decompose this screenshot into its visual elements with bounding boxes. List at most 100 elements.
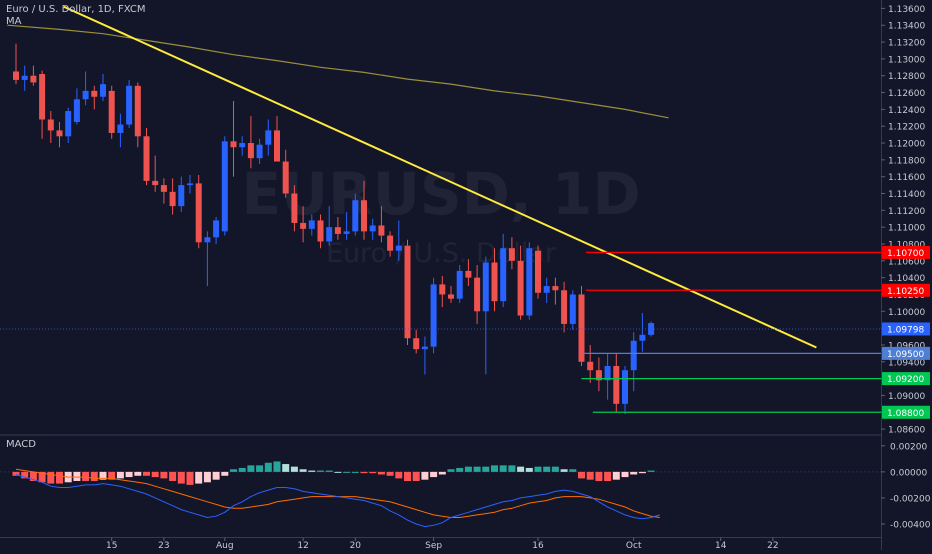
- time-tick-label: 20: [350, 541, 362, 550]
- price-tick-label: 1.11600: [888, 173, 925, 183]
- candle: [117, 113, 124, 148]
- macd-histogram-bar: [221, 471, 229, 476]
- candle-body: [456, 270, 463, 299]
- candle-body: [439, 284, 446, 295]
- macd-histogram-bar: [29, 471, 37, 481]
- time-axis[interactable]: 15 23 Aug 12 20 Sep 16 Oct 14 22: [106, 537, 779, 551]
- candle-body: [56, 130, 63, 137]
- level-price-label-text: 1.09200: [887, 375, 924, 385]
- candle-body: [143, 136, 150, 181]
- level-price-label-bg: [882, 283, 930, 297]
- candle: [13, 43, 19, 85]
- candle-body: [21, 75, 28, 80]
- price-tick-label: 1.13400: [888, 22, 925, 32]
- macd-histogram-bar: [351, 471, 359, 473]
- candle-body: [569, 294, 576, 324]
- moving-average: [7, 24, 669, 119]
- candle-body: [13, 71, 19, 80]
- macd-histogram: [12, 461, 655, 485]
- macd-histogram-bar: [247, 465, 255, 472]
- macd-histogram-bar: [56, 471, 63, 484]
- candle: [187, 175, 193, 194]
- candle-body: [317, 220, 324, 242]
- candle: [247, 116, 254, 169]
- macd-tick-label: 0.00200: [890, 442, 927, 452]
- candle-body: [561, 290, 568, 324]
- macd-histogram-bar: [456, 467, 464, 472]
- candle-body: [221, 141, 228, 232]
- price-tick-label: 1.10400: [888, 274, 925, 284]
- candle: [413, 329, 420, 354]
- candle: [361, 180, 367, 240]
- macd-histogram-bar: [21, 471, 29, 479]
- macd-histogram-bar: [334, 471, 342, 473]
- candle: [82, 71, 89, 106]
- time-tick-label: 22: [767, 541, 778, 550]
- macd-tick-label: -0.00400: [890, 520, 931, 530]
- macd-histogram-bar: [38, 471, 46, 483]
- level-price-label-text: 1.10250: [887, 287, 924, 297]
- macd-histogram-bar: [508, 465, 516, 472]
- macd-histogram-bar: [621, 471, 629, 478]
- macd-histogram-bar: [578, 471, 585, 479]
- last-price-label-bg: [882, 322, 930, 336]
- candle-body: [334, 227, 341, 234]
- macd-histogram-bar: [647, 470, 655, 472]
- macd-histogram-bar: [499, 465, 507, 472]
- candle-body: [343, 231, 350, 234]
- candle: [630, 332, 637, 392]
- macd-legend[interactable]: MACD: [6, 439, 36, 450]
- candle: [100, 74, 106, 101]
- candle-body: [47, 119, 54, 131]
- macd-histogram-bar: [430, 471, 438, 478]
- macd-histogram-bar: [195, 471, 203, 484]
- price-tick-label: 1.12200: [888, 123, 925, 133]
- ma-legend[interactable]: MA: [6, 16, 22, 27]
- candle-body: [195, 183, 202, 243]
- time-tick-label: Oct: [626, 541, 642, 550]
- last-price-label: 1.09798: [882, 322, 930, 336]
- level-price-label-bg: [882, 346, 930, 360]
- candle-body: [230, 141, 237, 148]
- candle-body: [169, 191, 176, 207]
- candle-body: [395, 245, 402, 251]
- macd-histogram-bar: [595, 471, 603, 481]
- macd-histogram-bar: [404, 471, 411, 481]
- price-tick-label: 1.12800: [888, 72, 925, 82]
- time-tick-label: 12: [297, 541, 308, 550]
- candle: [134, 82, 141, 148]
- price-tick-label: 1.11400: [888, 190, 925, 200]
- candle: [448, 286, 454, 303]
- candle: [526, 242, 533, 320]
- symbol-legend[interactable]: Euro / U.S. Dollar, 1D, FXCM: [6, 4, 146, 15]
- candle-body: [639, 334, 646, 341]
- candle: [613, 353, 620, 413]
- price-axis[interactable]: 1.13600 1.13400 1.13200 1.13000 1.12800 1.126…: [881, 0, 932, 550]
- candle: [352, 193, 359, 236]
- macd-histogram-bar: [160, 471, 168, 479]
- macd-histogram-bar: [90, 471, 98, 481]
- candle: [195, 175, 202, 249]
- candle: [169, 178, 176, 215]
- level-price-label: 1.08800: [882, 405, 930, 419]
- candle: [239, 136, 246, 156]
- candle: [639, 312, 646, 352]
- candle: [126, 79, 133, 128]
- candle-body: [187, 183, 193, 186]
- candle: [508, 237, 515, 270]
- macd-histogram-bar: [604, 471, 612, 481]
- level-price-label: 1.09200: [882, 372, 930, 386]
- macd-histogram-bar: [99, 471, 107, 480]
- candle: [308, 214, 315, 236]
- candle-body: [369, 225, 376, 232]
- macd-histogram-bar: [421, 471, 429, 480]
- macd-histogram-bar: [73, 471, 81, 481]
- level-price-label-text: 1.08800: [887, 409, 924, 419]
- macd-histogram-bar: [525, 467, 533, 472]
- last-price-label-text: 1.09798: [887, 325, 924, 335]
- candle-body: [361, 200, 367, 232]
- macd-histogram-bar: [125, 471, 133, 478]
- macd-histogram-bar: [464, 466, 472, 472]
